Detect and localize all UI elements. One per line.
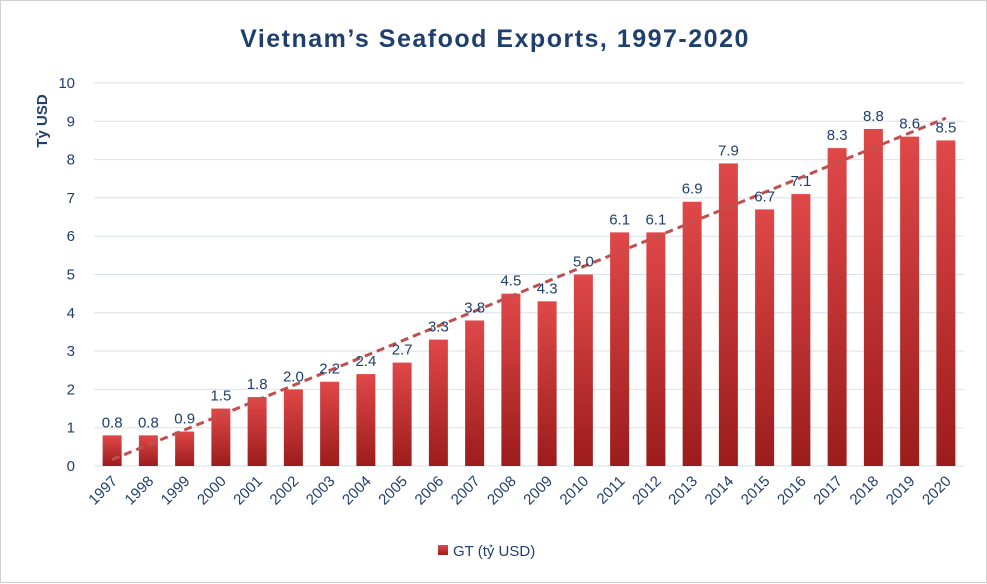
data-label-2008: 4.5 bbox=[500, 273, 521, 290]
y-tick-label: 4 bbox=[67, 305, 75, 322]
bar-2008 bbox=[501, 293, 521, 466]
bar-2010 bbox=[573, 274, 593, 466]
data-label-2003: 2.2 bbox=[319, 361, 340, 378]
data-label-2014: 7.9 bbox=[718, 142, 739, 159]
bars bbox=[102, 128, 956, 467]
bar-2016 bbox=[791, 194, 811, 466]
x-tick-label: 2000 bbox=[194, 473, 230, 509]
data-label-2007: 3.8 bbox=[464, 299, 485, 316]
bar-2013 bbox=[682, 201, 702, 467]
x-tick-label: 2013 bbox=[665, 473, 701, 509]
bar-2017 bbox=[827, 148, 847, 467]
bar-2019 bbox=[900, 136, 920, 466]
data-label-2018: 8.8 bbox=[863, 108, 884, 125]
y-tick-label: 6 bbox=[67, 228, 75, 245]
x-tick-label: 2002 bbox=[267, 473, 303, 509]
x-tick-label: 1998 bbox=[122, 473, 158, 509]
x-tick-label: 2018 bbox=[847, 473, 883, 509]
data-labels: 0.8 0.8 0.9 1.5 1.8 2.0 2.2 2.4 2.7 3.3 3.8 4.5 4.3 5… bbox=[102, 108, 957, 431]
gridlines bbox=[94, 82, 964, 467]
data-label-2001: 1.8 bbox=[247, 376, 268, 393]
x-tick-label: 2017 bbox=[810, 473, 846, 509]
x-axis-ticks: 1997 1998 1999 2000 2001 2002 2003 2004 2005 2006… bbox=[85, 473, 954, 509]
data-label-2010: 5.0 bbox=[573, 254, 594, 271]
bar-2006 bbox=[428, 339, 448, 466]
legend-swatch bbox=[438, 545, 448, 555]
x-tick-label: 2012 bbox=[629, 473, 665, 509]
trendline bbox=[111, 116, 947, 461]
y-tick-label: 9 bbox=[67, 113, 75, 130]
bar-2005 bbox=[392, 362, 412, 466]
y-tick-label: 0 bbox=[67, 458, 75, 475]
data-label-2000: 1.5 bbox=[210, 388, 231, 405]
legend: GT (tỷ USD) bbox=[438, 543, 535, 560]
y-tick-label: 7 bbox=[67, 190, 75, 207]
x-tick-label: 2016 bbox=[774, 473, 810, 509]
bar-2002 bbox=[283, 389, 303, 466]
x-tick-label: 2006 bbox=[412, 473, 448, 509]
data-label-2017: 8.3 bbox=[827, 127, 848, 144]
bar-2014 bbox=[718, 163, 738, 466]
x-tick-label: 2005 bbox=[375, 473, 411, 509]
y-tick-label: 5 bbox=[67, 267, 75, 284]
x-tick-label: 1999 bbox=[158, 473, 194, 509]
bar-2007 bbox=[465, 320, 485, 466]
data-label-2009: 4.3 bbox=[537, 280, 558, 297]
x-tick-label: 2007 bbox=[448, 473, 484, 509]
y-tick-label: 10 bbox=[58, 75, 75, 92]
bar-2009 bbox=[537, 301, 557, 466]
x-tick-label: 1997 bbox=[85, 473, 121, 509]
trendline-line bbox=[111, 116, 947, 461]
chart-title: Vietnam’s Seafood Exports, 1997-2020 bbox=[240, 25, 750, 53]
bar-2012 bbox=[646, 232, 666, 466]
y-axis-label: Tỷ USD bbox=[34, 94, 51, 148]
data-label-2006: 3.3 bbox=[428, 319, 449, 336]
data-label-2019: 8.6 bbox=[899, 116, 920, 133]
bar-2015 bbox=[755, 209, 775, 466]
data-label-2011: 6.1 bbox=[609, 211, 630, 228]
bar-1998 bbox=[138, 435, 158, 466]
data-label-1999: 0.9 bbox=[174, 411, 195, 428]
bar-2020 bbox=[936, 140, 956, 466]
data-label-2004: 2.4 bbox=[355, 353, 376, 370]
x-tick-label: 2011 bbox=[594, 473, 629, 508]
data-label-1998: 0.8 bbox=[138, 414, 159, 431]
data-label-1997: 0.8 bbox=[102, 414, 123, 431]
x-tick-label: 2004 bbox=[339, 473, 375, 509]
x-tick-label: 2008 bbox=[484, 473, 520, 509]
x-tick-label: 2009 bbox=[520, 473, 556, 509]
bar-2004 bbox=[356, 374, 376, 466]
data-label-2005: 2.7 bbox=[392, 342, 413, 359]
data-label-2012: 6.1 bbox=[645, 211, 666, 228]
bar-2001 bbox=[247, 397, 267, 466]
data-label-2015: 6.7 bbox=[754, 188, 775, 205]
x-tick-label: 2020 bbox=[919, 473, 955, 509]
x-tick-label: 2010 bbox=[557, 473, 593, 509]
y-axis-ticks: 0 1 2 3 4 5 6 7 8 9 10 bbox=[58, 75, 75, 475]
y-tick-label: 3 bbox=[67, 343, 75, 360]
x-tick-label: 2015 bbox=[738, 473, 774, 509]
bar-1997 bbox=[102, 435, 122, 466]
bar-2003 bbox=[320, 381, 340, 466]
data-label-2002: 2.0 bbox=[283, 368, 304, 385]
legend-label: GT (tỷ USD) bbox=[453, 543, 535, 560]
x-tick-label: 2001 bbox=[230, 473, 266, 509]
bar-2011 bbox=[610, 232, 630, 466]
y-tick-label: 2 bbox=[67, 381, 75, 398]
x-tick-label: 2019 bbox=[883, 473, 919, 509]
data-label-2016: 7.1 bbox=[790, 173, 811, 190]
y-tick-label: 8 bbox=[67, 152, 75, 169]
bar-1999 bbox=[175, 431, 195, 466]
x-tick-label: 2003 bbox=[303, 473, 339, 509]
data-label-2020: 8.5 bbox=[935, 119, 956, 136]
bar-2000 bbox=[211, 408, 231, 466]
y-tick-label: 1 bbox=[67, 420, 75, 437]
data-label-2013: 6.9 bbox=[682, 181, 703, 198]
bar-2018 bbox=[863, 128, 883, 466]
x-tick-label: 2014 bbox=[702, 473, 738, 509]
